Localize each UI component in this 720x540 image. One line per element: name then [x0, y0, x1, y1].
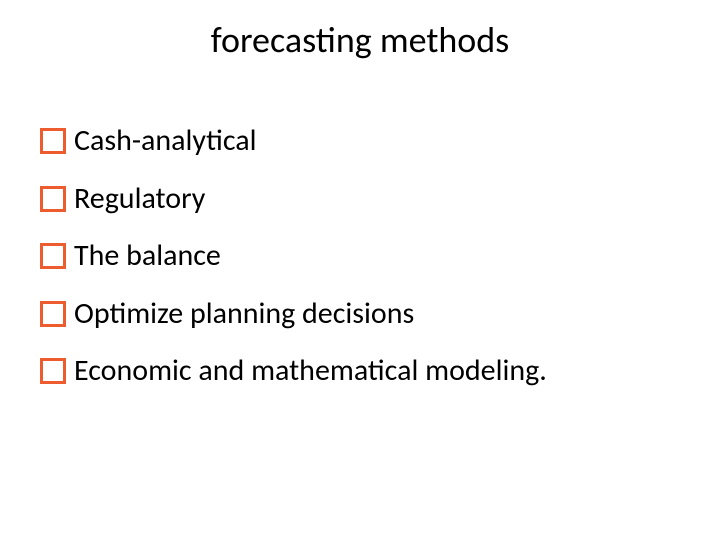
square-bullet-icon [40, 186, 66, 212]
slide-title: forecasting methods [0, 18, 720, 62]
square-bullet-icon [40, 301, 66, 327]
list-item: Regulatory [40, 180, 680, 218]
list-item: Economic and mathematical modeling. [40, 352, 680, 390]
list-item: The balance [40, 237, 680, 275]
slide: forecasting methods Cash-analytical Regu… [0, 0, 720, 540]
list-item-text: Regulatory [74, 180, 205, 218]
list-item: Optimize planning decisions [40, 295, 680, 333]
square-bullet-icon [40, 243, 66, 269]
list-item: Cash-analytical [40, 122, 680, 160]
bullet-list: Cash-analytical Regulatory The balance O… [40, 122, 680, 410]
list-item-text: The balance [74, 237, 221, 275]
list-item-text: Optimize planning decisions [74, 295, 414, 333]
square-bullet-icon [40, 128, 66, 154]
square-bullet-icon [40, 358, 66, 384]
list-item-text: Economic and mathematical modeling. [74, 352, 547, 390]
list-item-text: Cash-analytical [74, 122, 257, 160]
